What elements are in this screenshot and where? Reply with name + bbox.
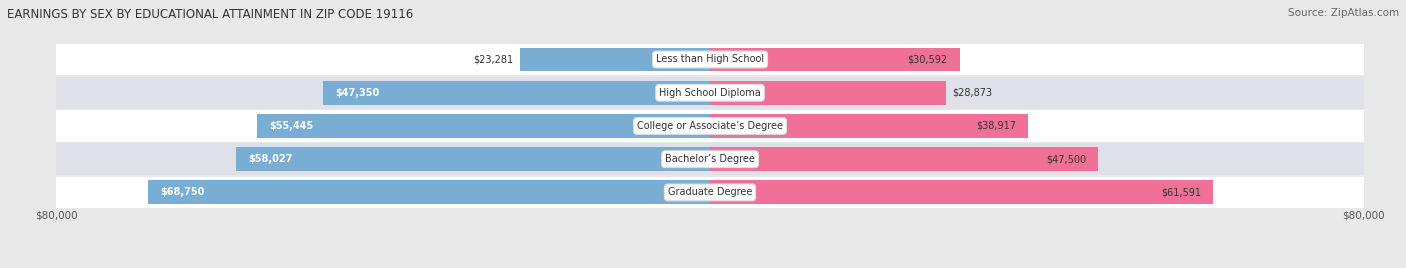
Text: $47,350: $47,350	[335, 88, 380, 98]
Text: College or Associate’s Degree: College or Associate’s Degree	[637, 121, 783, 131]
Text: $38,917: $38,917	[976, 121, 1015, 131]
Text: EARNINGS BY SEX BY EDUCATIONAL ATTAINMENT IN ZIP CODE 19116: EARNINGS BY SEX BY EDUCATIONAL ATTAINMEN…	[7, 8, 413, 21]
Text: $68,750: $68,750	[160, 187, 205, 198]
Bar	[710, 47, 960, 72]
Text: $61,591: $61,591	[1161, 187, 1201, 198]
Bar	[56, 143, 1364, 175]
Bar	[56, 177, 1364, 208]
Bar	[148, 180, 710, 204]
Bar	[257, 114, 710, 138]
Text: Less than High School: Less than High School	[657, 54, 763, 65]
Bar	[56, 44, 1364, 75]
Text: $55,445: $55,445	[269, 121, 314, 131]
Text: $30,592: $30,592	[908, 54, 948, 65]
Bar	[710, 180, 1213, 204]
Text: $58,027: $58,027	[247, 154, 292, 164]
Text: Graduate Degree: Graduate Degree	[668, 187, 752, 198]
Bar	[56, 77, 1364, 109]
Bar	[520, 47, 710, 72]
Text: $47,500: $47,500	[1046, 154, 1085, 164]
Text: $28,873: $28,873	[952, 88, 993, 98]
Text: Bachelor’s Degree: Bachelor’s Degree	[665, 154, 755, 164]
Text: High School Diploma: High School Diploma	[659, 88, 761, 98]
Text: $23,281: $23,281	[472, 54, 513, 65]
Bar	[323, 81, 710, 105]
Bar	[710, 114, 1028, 138]
Bar	[710, 81, 946, 105]
Text: Source: ZipAtlas.com: Source: ZipAtlas.com	[1288, 8, 1399, 18]
Bar	[236, 147, 710, 171]
Bar	[56, 110, 1364, 142]
Bar	[710, 147, 1098, 171]
